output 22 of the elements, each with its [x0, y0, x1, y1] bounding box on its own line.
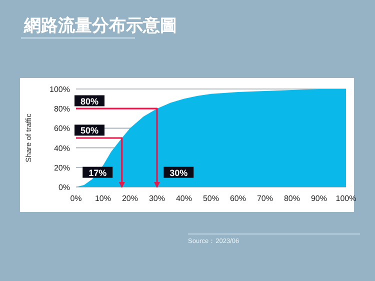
x-tick-label: 30% [148, 194, 166, 203]
y-tick-label: 100% [50, 85, 70, 94]
x-tick-label: 60% [230, 194, 246, 203]
y-tick-label: 0% [58, 183, 70, 192]
chart-title: 網路流量分布示意圖 [23, 16, 177, 35]
annotation: 50% [80, 126, 99, 136]
annotation: 17% [88, 168, 107, 178]
x-tick-label: 90% [310, 194, 328, 203]
x-tick-label: 80% [284, 194, 300, 203]
x-tick-label: 40% [176, 194, 192, 203]
x-tick-label: 50% [202, 194, 220, 203]
y-tick-label: 40% [54, 144, 70, 153]
y-tick-label: 60% [54, 124, 70, 134]
y-tick-label: 80% [54, 104, 70, 114]
x-tick-label: 20% [122, 194, 138, 203]
annotation: 30% [170, 168, 188, 178]
x-tick-label: 10% [94, 194, 112, 203]
annotation: 80% [80, 96, 99, 106]
x-tick-label: 100% [336, 194, 356, 203]
x-tick-label: 70% [256, 194, 274, 203]
x-tick-label: 0% [70, 194, 82, 203]
y-tick-label: 20% [54, 163, 70, 172]
